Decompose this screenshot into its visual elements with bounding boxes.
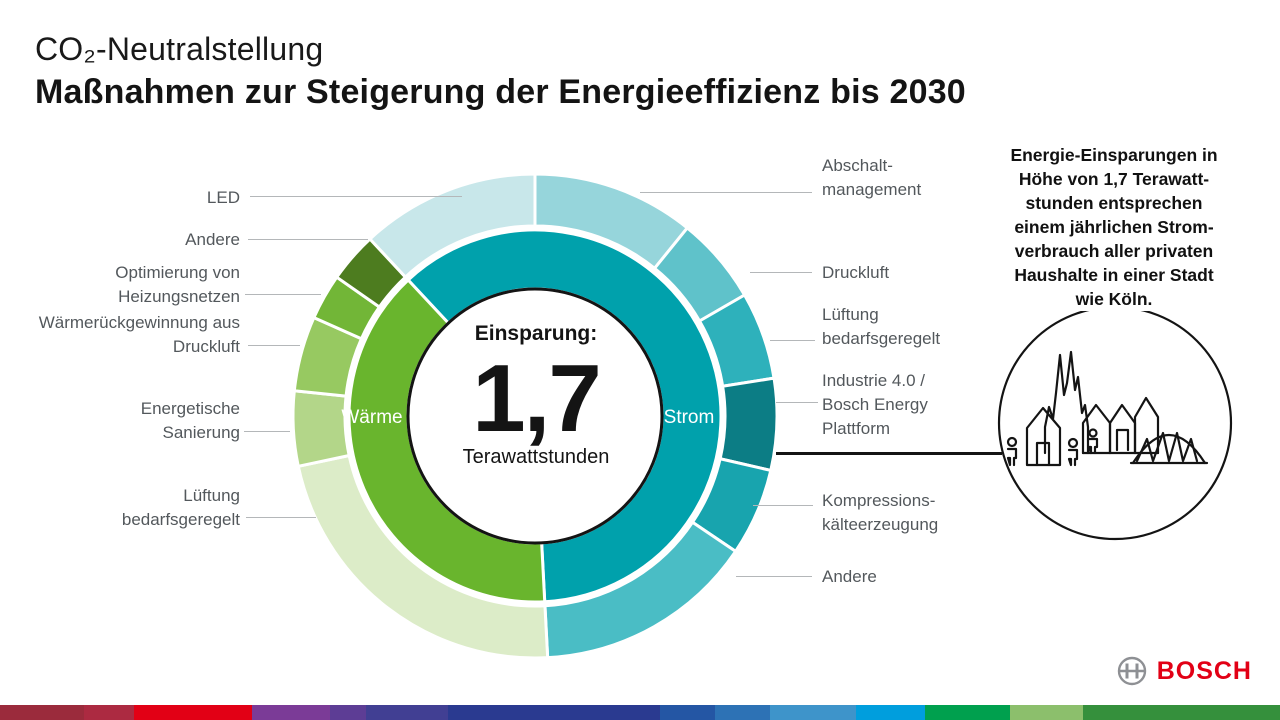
- page-title: Maßnahmen zur Steigerung der Energieeffi…: [35, 73, 966, 111]
- person-body: [1067, 448, 1079, 467]
- leader-line: [246, 517, 316, 518]
- outer-ring-segment-LED: [368, 172, 537, 279]
- leader-line: [250, 196, 462, 197]
- supergraphic-color-block: [448, 705, 660, 720]
- callout-waermerueckgewinnung: Wärmerückgewinnung aus Druckluft: [38, 313, 240, 356]
- person-body: [1087, 437, 1099, 455]
- outer-ring-segment-Energetische Sanierung: [291, 389, 351, 468]
- annotation-circle: [997, 305, 1233, 541]
- supergraphic-color-block: [925, 705, 1010, 720]
- bosch-logo-text: BOSCH: [1156, 656, 1252, 685]
- house: [1025, 406, 1062, 467]
- leader-line: [248, 345, 300, 346]
- donut-center-circle: [406, 287, 664, 545]
- ring-label-Wärme: Wärme: [341, 407, 402, 428]
- leader-line: [248, 239, 368, 240]
- annotation-text: Energie-Einsparungen in Höhe von 1,7 Ter…: [983, 143, 1245, 311]
- supergraphic-color-block: [134, 705, 252, 720]
- person: [1067, 437, 1079, 449]
- center-value: 1,7: [472, 345, 601, 452]
- leader-line: [776, 402, 818, 403]
- callout-energetische-sanierung: Energetische Sanierung: [140, 399, 240, 442]
- supergraphic-color-block: [84, 705, 134, 720]
- supergraphic-color-block: [252, 705, 330, 720]
- supergraphic-color-block: [856, 705, 925, 720]
- leader-line: [244, 431, 290, 432]
- leader-line: [770, 340, 815, 341]
- callout-lueftung-strom: Lüftung bedarfsgeregelt: [822, 305, 941, 348]
- person: [1088, 428, 1098, 438]
- callout-druckluft: Druckluft: [822, 263, 890, 282]
- donut-center-label: Einsparung: 1,7 Terawattstunden: [416, 322, 656, 469]
- callout-abschaltmanagement: Abschalt- management: [822, 156, 922, 199]
- leader-line: [736, 576, 812, 577]
- center-unit: Terawattstunden: [462, 445, 610, 468]
- supergraphic-color-block: [0, 705, 84, 720]
- supergraphic-color-block: [660, 705, 715, 720]
- callout-industrie40: Industrie 4.0 / Bosch Energy Plattform: [822, 371, 928, 438]
- center-heading: Einsparung:: [474, 322, 598, 345]
- house-door: [1035, 441, 1051, 467]
- supergraphic-color-block: [1083, 705, 1280, 720]
- callout-optimierung-heizungsnetze: Optimierung von Heizungsnetzen: [115, 263, 240, 306]
- leader-line: [640, 192, 812, 193]
- outer-ring-segment-Industrie 4.0 / Bosch Energy Plattform: [718, 376, 779, 472]
- supergraphic-color-block: [366, 705, 448, 720]
- supergraphic-color-block: [770, 705, 856, 720]
- callout-led: LED: [206, 188, 240, 207]
- callout-kompressionskaelte: Kompressions- kälteerzeugung: [822, 491, 939, 534]
- cathedral: [1043, 350, 1090, 455]
- leader-line: [245, 294, 321, 295]
- callout-andere-waerme: Andere: [185, 230, 240, 249]
- bridge-truss: [1135, 431, 1199, 463]
- supergraphic-color-block: [715, 705, 770, 720]
- leader-line: [753, 505, 813, 506]
- leader-line: [750, 272, 812, 273]
- bosch-supergraphic-stripe: [0, 705, 1280, 720]
- cologne-skyline-illustration: [997, 305, 1233, 541]
- person: [1006, 436, 1018, 448]
- person-body: [1006, 447, 1018, 467]
- callout-andere-strom: Andere: [822, 567, 877, 586]
- bosch-logo: BOSCH: [1115, 654, 1252, 688]
- ring-label-Strom: Strom: [664, 407, 715, 428]
- page-subtitle: CO₂-Neutralstellung: [35, 31, 324, 67]
- supergraphic-color-block: [1010, 705, 1083, 720]
- supergraphic-color-block: [330, 705, 366, 720]
- bosch-anchor-icon: [1117, 656, 1146, 686]
- tall-house: [1133, 396, 1160, 455]
- callout-lueftung-waerme: Lüftung bedarfsgeregelt: [121, 486, 240, 529]
- house-door: [1115, 428, 1130, 452]
- annotation-connector-line: [776, 452, 1002, 455]
